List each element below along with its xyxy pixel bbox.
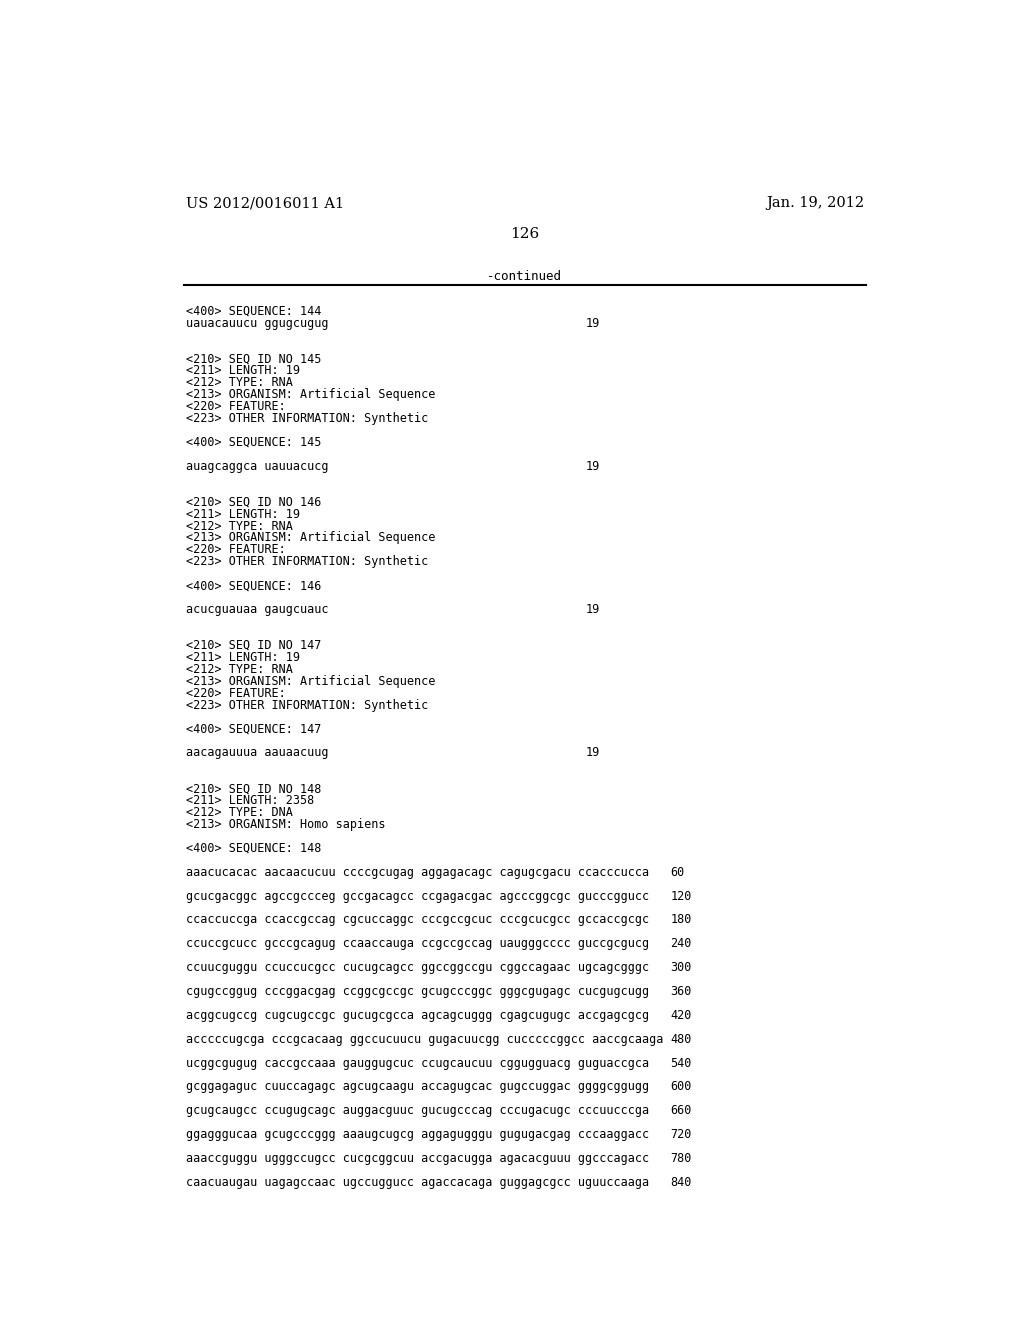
Text: <211> LENGTH: 19: <211> LENGTH: 19	[186, 364, 300, 378]
Text: <213> ORGANISM: Artificial Sequence: <213> ORGANISM: Artificial Sequence	[186, 675, 435, 688]
Text: <220> FEATURE:: <220> FEATURE:	[186, 544, 286, 557]
Text: <210> SEQ ID NO 145: <210> SEQ ID NO 145	[186, 352, 322, 366]
Text: <211> LENGTH: 2358: <211> LENGTH: 2358	[186, 795, 314, 807]
Text: <400> SEQUENCE: 144: <400> SEQUENCE: 144	[186, 305, 322, 318]
Text: <400> SEQUENCE: 147: <400> SEQUENCE: 147	[186, 722, 322, 735]
Text: <212> TYPE: DNA: <212> TYPE: DNA	[186, 807, 293, 818]
Text: aaacucacac aacaacucuu ccccgcugag aggagacagc cagugcgacu ccacccucca: aaacucacac aacaacucuu ccccgcugag aggagac…	[186, 866, 649, 879]
Text: caacuaugau uagagccaac ugccuggucc agaccacaga guggagcgcc uguuccaaga: caacuaugau uagagccaac ugccuggucc agaccac…	[186, 1176, 649, 1189]
Text: 240: 240	[671, 937, 692, 950]
Text: 60: 60	[671, 866, 685, 879]
Text: acucguauaa gaugcuauc: acucguauaa gaugcuauc	[186, 603, 329, 616]
Text: <211> LENGTH: 19: <211> LENGTH: 19	[186, 651, 300, 664]
Text: <220> FEATURE:: <220> FEATURE:	[186, 400, 286, 413]
Text: <211> LENGTH: 19: <211> LENGTH: 19	[186, 508, 300, 520]
Text: ggagggucaa gcugcccggg aaaugcugcg aggagugggu gugugacgag cccaaggacc: ggagggucaa gcugcccggg aaaugcugcg aggagug…	[186, 1129, 649, 1142]
Text: acccccugcga cccgcacaag ggccucuucu gugacuucgg cucccccggcc aaccgcaaga: acccccugcga cccgcacaag ggccucuucu gugacu…	[186, 1032, 664, 1045]
Text: Jan. 19, 2012: Jan. 19, 2012	[766, 197, 864, 210]
Text: uauacauucu ggugcugug: uauacauucu ggugcugug	[186, 317, 329, 330]
Text: 19: 19	[586, 317, 599, 330]
Text: 19: 19	[586, 459, 599, 473]
Text: 780: 780	[671, 1152, 692, 1166]
Text: 480: 480	[671, 1032, 692, 1045]
Text: 540: 540	[671, 1056, 692, 1069]
Text: <223> OTHER INFORMATION: Synthetic: <223> OTHER INFORMATION: Synthetic	[186, 412, 428, 425]
Text: <213> ORGANISM: Homo sapiens: <213> ORGANISM: Homo sapiens	[186, 818, 386, 830]
Text: <212> TYPE: RNA: <212> TYPE: RNA	[186, 663, 293, 676]
Text: <210> SEQ ID NO 146: <210> SEQ ID NO 146	[186, 496, 322, 508]
Text: ccaccuccga ccaccgccag cgcuccaggc cccgccgcuc cccgcucgcc gccaccgcgc: ccaccuccga ccaccgccag cgcuccaggc cccgccg…	[186, 913, 649, 927]
Text: <400> SEQUENCE: 145: <400> SEQUENCE: 145	[186, 436, 322, 449]
Text: 420: 420	[671, 1008, 692, 1022]
Text: acggcugccg cugcugccgc gucugcgcca agcagcuggg cgagcugugc accgagcgcg: acggcugccg cugcugccgc gucugcgcca agcagcu…	[186, 1008, 649, 1022]
Text: 660: 660	[671, 1105, 692, 1117]
Text: <210> SEQ ID NO 147: <210> SEQ ID NO 147	[186, 639, 322, 652]
Text: <220> FEATURE:: <220> FEATURE:	[186, 686, 286, 700]
Text: -continued: -continued	[487, 269, 562, 282]
Text: cgugccggug cccggacgag ccggcgccgc gcugcccggc gggcgugagc cucgugcugg: cgugccggug cccggacgag ccggcgccgc gcugccc…	[186, 985, 649, 998]
Text: 126: 126	[510, 227, 540, 240]
Text: <213> ORGANISM: Artificial Sequence: <213> ORGANISM: Artificial Sequence	[186, 532, 435, 544]
Text: <212> TYPE: RNA: <212> TYPE: RNA	[186, 376, 293, 389]
Text: <212> TYPE: RNA: <212> TYPE: RNA	[186, 520, 293, 532]
Text: 720: 720	[671, 1129, 692, 1142]
Text: <400> SEQUENCE: 146: <400> SEQUENCE: 146	[186, 579, 322, 593]
Text: <213> ORGANISM: Artificial Sequence: <213> ORGANISM: Artificial Sequence	[186, 388, 435, 401]
Text: <210> SEQ ID NO 148: <210> SEQ ID NO 148	[186, 781, 322, 795]
Text: aaaccguggu ugggccugcc cucgcggcuu accgacugga agacacguuu ggcccagacc: aaaccguggu ugggccugcc cucgcggcuu accgacu…	[186, 1152, 649, 1166]
Text: US 2012/0016011 A1: US 2012/0016011 A1	[186, 197, 344, 210]
Text: aacagauuua aauaacuug: aacagauuua aauaacuug	[186, 746, 329, 759]
Text: 19: 19	[586, 603, 599, 616]
Text: ccuccgcucc gcccgcagug ccaaccauga ccgccgccag uaugggcccc guccgcgucg: ccuccgcucc gcccgcagug ccaaccauga ccgccgc…	[186, 937, 649, 950]
Text: 360: 360	[671, 985, 692, 998]
Text: 180: 180	[671, 913, 692, 927]
Text: ccuucguggu ccuccucgcc cucugcagcc ggccggccgu cggccagaac ugcagcgggc: ccuucguggu ccuccucgcc cucugcagcc ggccggc…	[186, 961, 649, 974]
Text: <400> SEQUENCE: 148: <400> SEQUENCE: 148	[186, 842, 322, 855]
Text: 840: 840	[671, 1176, 692, 1189]
Text: 300: 300	[671, 961, 692, 974]
Text: 120: 120	[671, 890, 692, 903]
Text: <223> OTHER INFORMATION: Synthetic: <223> OTHER INFORMATION: Synthetic	[186, 698, 428, 711]
Text: <223> OTHER INFORMATION: Synthetic: <223> OTHER INFORMATION: Synthetic	[186, 556, 428, 569]
Text: 600: 600	[671, 1081, 692, 1093]
Text: ucggcgugug caccgccaaa gauggugcuc ccugcaucuu cggugguacg guguaccgca: ucggcgugug caccgccaaa gauggugcuc ccugcau…	[186, 1056, 649, 1069]
Text: gcugcaugcc ccugugcagc auggacguuc gucugcccag cccugacugc cccuucccga: gcugcaugcc ccugugcagc auggacguuc gucugcc…	[186, 1105, 649, 1117]
Text: gcggagaguc cuuccagagc agcugcaagu accagugcac gugccuggac ggggcggugg: gcggagaguc cuuccagagc agcugcaagu accagug…	[186, 1081, 649, 1093]
Text: 19: 19	[586, 746, 599, 759]
Text: auagcaggca uauuacucg: auagcaggca uauuacucg	[186, 459, 329, 473]
Text: gcucgacggc agccgccceg gccgacagcc ccgagacgac agcccggcgc gucccggucc: gcucgacggc agccgccceg gccgacagcc ccgagac…	[186, 890, 649, 903]
